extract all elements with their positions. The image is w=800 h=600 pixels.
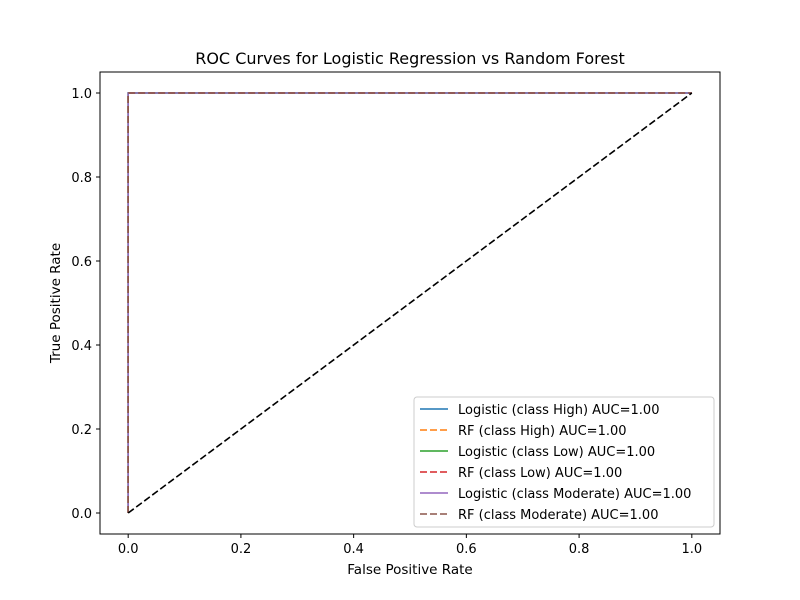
y-axis-ticks: 0.0 0.2 0.4 0.6 0.8 1.0 — [71, 87, 100, 522]
chance-reference-line — [127, 92, 693, 514]
plot-frame — [99, 71, 721, 535]
legend-entry-label: RF (class Low) AUC=1.00 — [458, 466, 622, 481]
y-tick-label: 1.0 — [71, 87, 92, 102]
y-tick-label: 0.0 — [71, 507, 92, 522]
roc-line-series-6 — [127, 92, 692, 513]
legend-entry-label: RF (class Moderate) AUC=1.00 — [458, 508, 658, 523]
x-axis-label: False Positive Rate — [347, 562, 472, 578]
legend-entry-label: Logistic (class Low) AUC=1.00 — [458, 445, 655, 460]
y-tick-label: 0.2 — [71, 423, 92, 438]
x-tick-label: 1.0 — [681, 542, 702, 557]
legend-entry-label: Logistic (class Moderate) AUC=1.00 — [458, 487, 691, 502]
legend-entry-label: RF (class High) AUC=1.00 — [458, 424, 627, 439]
legend: Logistic (class High) AUC=1.00 RF (class … — [413, 396, 715, 528]
x-tick-label: 0.0 — [118, 542, 139, 557]
x-tick-label: 0.2 — [231, 542, 252, 557]
legend-box — [413, 396, 715, 528]
y-tick-label: 0.8 — [71, 171, 92, 186]
x-tick-label: 0.8 — [569, 542, 590, 557]
x-axis-ticks: 0.0 0.2 0.4 0.6 0.8 1.0 — [118, 534, 702, 557]
chart-title: ROC Curves for Logistic Regression vs Ra… — [195, 49, 625, 68]
x-tick-label: 0.6 — [456, 542, 477, 557]
y-tick-label: 0.6 — [71, 255, 92, 270]
y-tick-label: 0.4 — [71, 339, 92, 354]
data-layer — [127, 92, 693, 514]
y-axis-label: True Positive Rate — [48, 243, 64, 364]
x-tick-label: 0.4 — [343, 542, 364, 557]
legend-entry-label: Logistic (class High) AUC=1.00 — [458, 403, 659, 418]
